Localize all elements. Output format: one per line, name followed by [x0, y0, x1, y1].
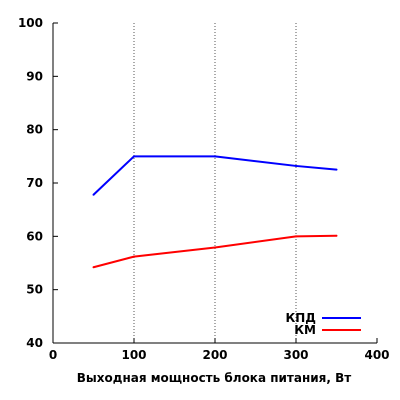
series-1-point: [214, 155, 216, 158]
ticks: 40 50 60 70 80 90 100 0 100 200 300 400: [18, 16, 390, 362]
series-1-point: [92, 193, 95, 196]
legend-label: КМ: [294, 323, 316, 337]
y-tick-label: 60: [26, 229, 43, 243]
series-group: [92, 155, 338, 269]
series-1-point: [335, 168, 338, 171]
x-axis-title: Выходная мощность блока питания, Вт: [77, 371, 352, 385]
x-tick-label: 400: [364, 348, 389, 362]
series-2-point: [133, 255, 135, 258]
x-tick-label: 300: [283, 348, 308, 362]
x-tick-label: 100: [121, 348, 146, 362]
series-2-point: [92, 266, 95, 269]
series-1-point: [133, 155, 135, 158]
series-2-point: [214, 246, 216, 249]
y-tick-label: 50: [26, 283, 43, 297]
y-tick-label: 40: [26, 336, 43, 350]
series-2-point: [295, 235, 297, 238]
y-tick-label: 70: [26, 176, 43, 190]
x-tick-label: 200: [202, 348, 227, 362]
x-tick-label: 0: [49, 348, 57, 362]
series-2-point: [335, 234, 338, 237]
grid: [133, 23, 297, 343]
y-tick-label: 90: [26, 69, 43, 83]
legend-label: КПД: [285, 311, 316, 325]
y-tick-label: 100: [18, 16, 43, 30]
series-1-point: [295, 164, 297, 167]
y-tick-label: 80: [26, 123, 43, 137]
